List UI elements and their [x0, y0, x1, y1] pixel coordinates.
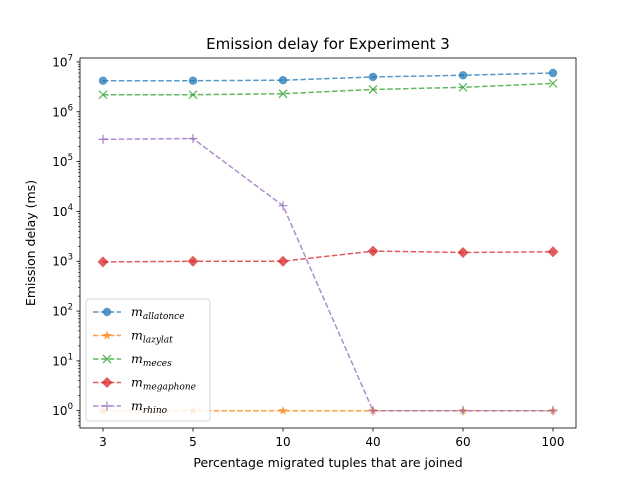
data-point-m_allatonce-3 — [98, 76, 108, 85]
x-axis: 3 5 10 40 60 100 — [99, 428, 564, 449]
legend-marker-m_megaphone — [101, 377, 113, 388]
data-point-m_rhino-5 — [188, 134, 198, 144]
x-tick-label: 40 — [365, 435, 380, 449]
legend-marker-m_allatonce — [102, 307, 112, 317]
y-tick-label: 104 — [52, 203, 73, 219]
legend-label-m_rhino: mrhino — [131, 398, 168, 416]
data-point-m_allatonce-60 — [458, 71, 468, 80]
y-tick-label: 107 — [52, 53, 73, 69]
x-tick-label: 10 — [275, 435, 290, 449]
data-point-m_allatonce-10 — [278, 76, 288, 85]
data-point-m_megaphone-3 — [97, 256, 109, 268]
x-tick-label: 5 — [189, 435, 197, 449]
data-point-m_megaphone-5 — [187, 255, 199, 267]
data-point-m_megaphone-40 — [367, 245, 379, 257]
data-point-m_rhino-40 — [368, 406, 378, 416]
data-point-m_allatonce-40 — [368, 72, 378, 82]
x-tick-label: 100 — [542, 435, 565, 449]
y-tick-label: 101 — [52, 352, 73, 368]
legend-label-m_allatonce: mallatonce — [131, 304, 185, 322]
y-tick-label: 105 — [52, 153, 73, 169]
data-point-m_meces-40 — [368, 85, 378, 94]
y-tick-label: 103 — [52, 253, 73, 269]
data-point-m_rhino-3 — [98, 134, 108, 144]
legend: mallatonce mlazylat mmeces mmegaphone mrhino — [85, 298, 211, 422]
legend-marker-m_lazylat — [102, 330, 112, 340]
chart-title: Emission delay for Experiment 3 — [206, 35, 450, 53]
x-axis-label: Percentage migrated tuples that are join… — [193, 455, 462, 470]
data-point-m_lazylat-10 — [278, 405, 288, 415]
series-line-m_megaphone — [102, 250, 554, 263]
data-point-m_meces-3 — [98, 90, 108, 100]
y-tick-label: 106 — [52, 103, 73, 119]
data-point-m_meces-10 — [278, 89, 288, 99]
data-point-m_allatonce-5 — [188, 76, 198, 85]
data-point-m_megaphone-60 — [457, 246, 469, 258]
y-axis-label: Emission delay (ms) — [23, 180, 38, 306]
series-line-m_meces — [103, 82, 554, 96]
legend-marker-m_meces — [102, 354, 112, 364]
series-line-m_allatonce — [103, 72, 554, 82]
data-point-m_meces-5 — [188, 90, 198, 100]
data-point-m_megaphone-100 — [547, 246, 559, 258]
data-point-m_rhino-100 — [548, 406, 558, 416]
y-tick-label: 102 — [52, 303, 73, 319]
y-tick-label: 100 — [52, 402, 73, 418]
data-point-m_meces-100 — [548, 79, 558, 88]
plot-frame — [79, 57, 577, 429]
legend-box — [85, 298, 211, 422]
data-point-m_meces-60 — [458, 82, 468, 92]
data-point-m_rhino-60 — [458, 406, 468, 416]
x-tick-label: 3 — [99, 435, 107, 449]
data-point-m_allatonce-100 — [548, 68, 558, 78]
y-axis: 100 101 102 103 104 105 106 107 — [52, 53, 80, 427]
data-point-m_megaphone-10 — [277, 255, 289, 267]
series-line-m_rhino — [102, 137, 553, 412]
data-point-m_rhino-10 — [278, 201, 288, 211]
x-tick-label: 60 — [455, 435, 470, 449]
legend-label-m_lazylat: mlazylat — [131, 328, 173, 346]
legend-label-m_megaphone: mmegaphone — [131, 375, 196, 393]
legend-marker-m_rhino — [102, 401, 112, 411]
legend-label-m_meces: mmeces — [131, 351, 172, 369]
